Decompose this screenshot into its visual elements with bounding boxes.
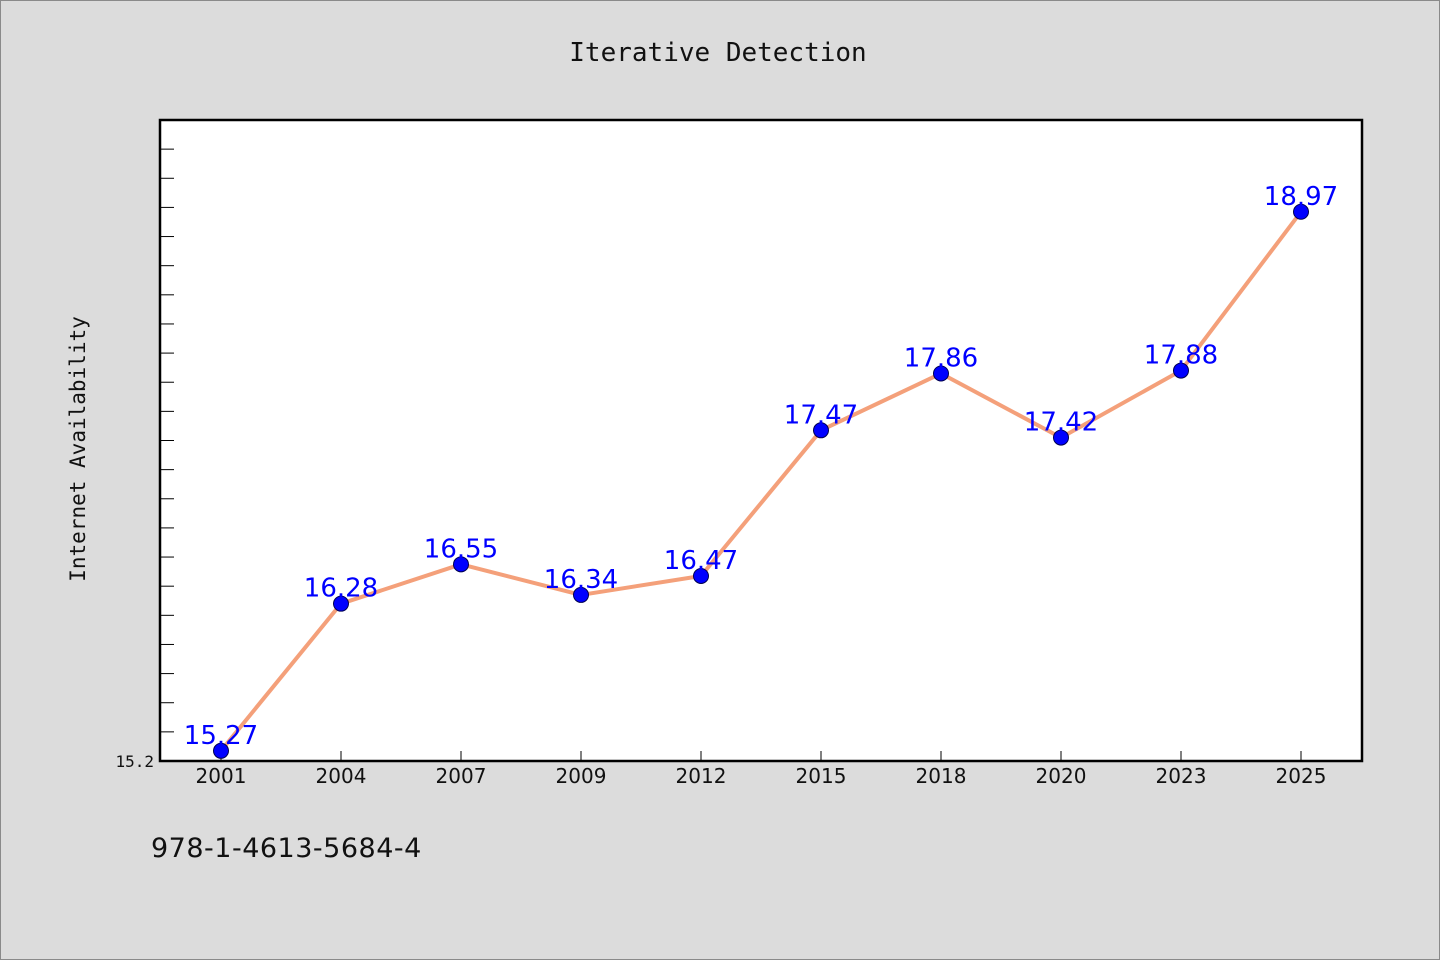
- x-axis-ticks: 2001 2004 2007 2009 2012 2015 2018 2020 2023 2025: [196, 751, 1327, 788]
- x-tick-label: 2023: [1156, 764, 1207, 788]
- y-axis-label: Internet Availability: [66, 316, 90, 582]
- data-label: 17.42: [1024, 408, 1098, 438]
- y-minor-ticks: [160, 148, 174, 733]
- data-label: 16.47: [664, 546, 738, 576]
- x-tick-label: 2015: [796, 764, 847, 788]
- data-label: 17.86: [904, 343, 978, 373]
- x-tick-label: 2007: [436, 764, 487, 788]
- x-tick-label: 2025: [1276, 764, 1327, 788]
- data-point: [693, 567, 709, 584]
- y-tick-label: 15.2: [115, 752, 154, 771]
- data-label: 18.97: [1264, 182, 1338, 212]
- x-tick-label: 2012: [676, 764, 727, 788]
- data-point: [1053, 429, 1069, 446]
- x-tick-label: 2020: [1036, 764, 1087, 788]
- x-tick-label: 2001: [196, 764, 247, 788]
- series-line: [219, 209, 1303, 753]
- series-markers: [213, 203, 1309, 759]
- data-point: [453, 556, 469, 573]
- data-point: [573, 586, 589, 603]
- data-point: [813, 422, 829, 439]
- data-label: 16.55: [424, 534, 498, 564]
- data-label: 16.28: [304, 574, 378, 604]
- data-label: 17.88: [1144, 341, 1218, 371]
- data-point: [213, 742, 229, 759]
- data-point: [1173, 362, 1189, 379]
- data-label: 16.34: [544, 565, 618, 595]
- x-tick-label: 2018: [916, 764, 967, 788]
- data-point: [333, 595, 349, 612]
- data-labels: 15.27 16.28 16.55 16.34 16.47 17.47 17.86 17.42…: [184, 182, 1338, 751]
- data-label: 17.47: [784, 400, 858, 430]
- x-tick-label: 2004: [316, 764, 367, 788]
- data-point: [933, 365, 949, 382]
- plot-area: [158, 118, 1364, 763]
- data-label: 15.27: [184, 721, 258, 751]
- chart-title: Iterative Detection: [569, 38, 866, 68]
- data-point: [1293, 203, 1309, 220]
- x-tick-label: 2009: [556, 764, 607, 788]
- isbn-text: 978-1-4613-5684-4: [151, 833, 422, 864]
